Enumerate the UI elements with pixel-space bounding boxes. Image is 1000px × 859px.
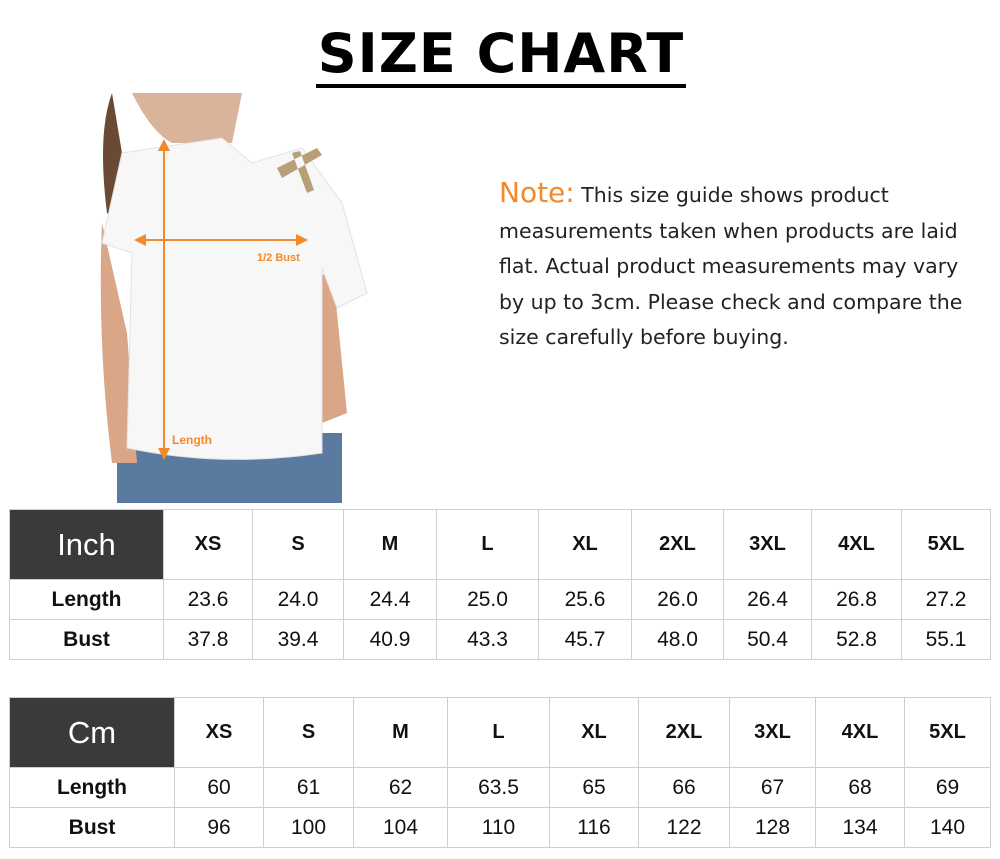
measurement-cell: 100 [263, 807, 354, 848]
unit-label: Inch [9, 509, 164, 580]
measurement-cell: 25.0 [436, 579, 539, 620]
measurement-cell: 55.1 [901, 619, 991, 660]
measurement-cell: 60 [174, 767, 264, 808]
size-header: L [447, 697, 550, 768]
measurement-cell: 52.8 [811, 619, 902, 660]
measurement-cell: 63.5 [447, 767, 550, 808]
size-note: Note: This size guide shows product meas… [499, 175, 969, 356]
size-header: 2XL [638, 697, 730, 768]
unit-label: Cm [9, 697, 175, 768]
measurement-cell: 26.4 [723, 579, 812, 620]
size-header: S [263, 697, 354, 768]
row-label: Bust [9, 807, 175, 848]
measurement-cell: 61 [263, 767, 354, 808]
size-header: 5XL [904, 697, 991, 768]
measurement-cell: 25.6 [538, 579, 632, 620]
measurement-cell: 50.4 [723, 619, 812, 660]
page-title: SIZE CHART [317, 22, 685, 85]
measurement-cell: 48.0 [631, 619, 724, 660]
table-row: Length 23.6 24.0 24.4 25.0 25.6 26.0 26.4 26.8 27… [9, 579, 991, 620]
measurement-cell: 68 [815, 767, 905, 808]
size-header: 5XL [901, 509, 991, 580]
measurement-cell: 24.4 [343, 579, 437, 620]
measurement-cell: 39.4 [252, 619, 344, 660]
measurement-cell: 62 [353, 767, 448, 808]
measurement-cell: 45.7 [538, 619, 632, 660]
measurement-cell: 66 [638, 767, 730, 808]
table-header-row: Cm XS S M L XL 2XL 3XL 4XL 5XL [9, 697, 991, 768]
measurement-cell: 37.8 [163, 619, 253, 660]
size-header: XL [549, 697, 639, 768]
size-header: XS [163, 509, 253, 580]
measurement-cell: 65 [549, 767, 639, 808]
table-row: Length 60 61 62 63.5 65 66 67 68 69 [9, 767, 991, 808]
size-header: 3XL [723, 509, 812, 580]
bust-measure-label: 1/2 Bust [257, 252, 300, 264]
measurement-cell: 104 [353, 807, 448, 848]
note-text: This size guide shows product measuremen… [499, 183, 963, 350]
cm-size-table: Cm XS S M L XL 2XL 3XL 4XL 5XL Length 60 6… [9, 697, 991, 848]
measurement-cell: 26.0 [631, 579, 724, 620]
size-header: 4XL [811, 509, 902, 580]
measurement-cell: 122 [638, 807, 730, 848]
title-underline [316, 84, 686, 88]
measurement-cell: 43.3 [436, 619, 539, 660]
measurement-cell: 40.9 [343, 619, 437, 660]
measurement-cell: 116 [549, 807, 639, 848]
measurement-cell: 140 [904, 807, 991, 848]
row-label: Length [9, 579, 164, 620]
table-header-row: Inch XS S M L XL 2XL 3XL 4XL 5XL [9, 509, 991, 580]
measurement-cell: 24.0 [252, 579, 344, 620]
measurement-cell: 110 [447, 807, 550, 848]
measurement-cell: 23.6 [163, 579, 253, 620]
table-row: Bust 37.8 39.4 40.9 43.3 45.7 48.0 50.4 52.8 55.1 [9, 619, 991, 660]
measurement-cell: 134 [815, 807, 905, 848]
table-row: Bust 96 100 104 110 116 122 128 134 140 [9, 807, 991, 848]
measurement-cell: 26.8 [811, 579, 902, 620]
row-label: Length [9, 767, 175, 808]
size-header: 3XL [729, 697, 816, 768]
size-header: S [252, 509, 344, 580]
length-measure-label: Length [172, 433, 212, 447]
measurement-cell: 67 [729, 767, 816, 808]
size-header: XS [174, 697, 264, 768]
row-label: Bust [9, 619, 164, 660]
inch-size-table: Inch XS S M L XL 2XL 3XL 4XL 5XL Length 2… [9, 509, 991, 660]
size-header: 4XL [815, 697, 905, 768]
size-header: L [436, 509, 539, 580]
size-header: XL [538, 509, 632, 580]
product-photo: 1/2 Bust Length [92, 93, 372, 503]
size-header: M [353, 697, 448, 768]
measurement-cell: 69 [904, 767, 991, 808]
measurement-cell: 128 [729, 807, 816, 848]
measurement-cell: 96 [174, 807, 264, 848]
size-header: 2XL [631, 509, 724, 580]
measurement-cell: 27.2 [901, 579, 991, 620]
note-label: Note: [499, 176, 575, 209]
size-header: M [343, 509, 437, 580]
